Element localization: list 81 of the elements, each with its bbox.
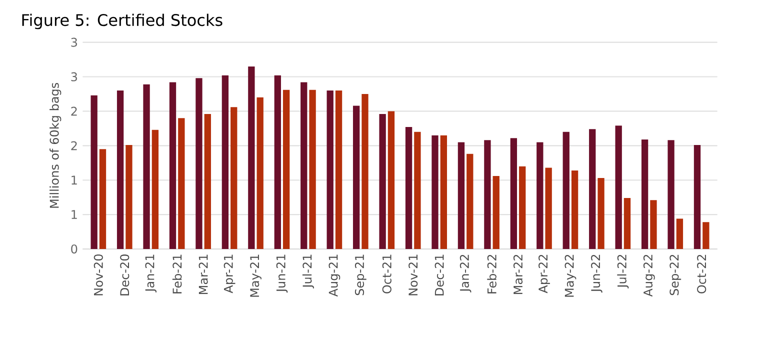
x-tick-label: Dec-20 bbox=[120, 254, 130, 296]
x-tick-label: Apr-22 bbox=[538, 254, 550, 294]
y-tick-label: 1 bbox=[72, 176, 77, 184]
bar bbox=[562, 132, 570, 249]
bar bbox=[615, 126, 622, 249]
bar bbox=[440, 135, 448, 249]
bar bbox=[352, 106, 360, 249]
x-tick-label: Sep-22 bbox=[670, 254, 682, 296]
x-tick-label: Aug-22 bbox=[643, 254, 655, 297]
chart-title: Figure 5: Certified Stocks bbox=[22, 14, 222, 30]
y-tick-label: 2 bbox=[71, 106, 77, 116]
y-tick-label: 0 bbox=[71, 244, 78, 254]
bar bbox=[300, 82, 308, 249]
bar bbox=[598, 178, 604, 249]
x-tick-label: Oct-21 bbox=[382, 254, 392, 294]
bar bbox=[90, 95, 98, 249]
bar bbox=[248, 66, 255, 249]
x-tick-label: Feb-21 bbox=[172, 254, 182, 294]
bar bbox=[274, 75, 281, 249]
bar bbox=[282, 90, 290, 249]
bar bbox=[178, 118, 185, 249]
bar bbox=[519, 166, 526, 249]
bar bbox=[256, 97, 264, 249]
bar bbox=[204, 114, 211, 249]
x-tick-label: Mar-21 bbox=[198, 254, 208, 294]
bar bbox=[152, 130, 159, 249]
bar bbox=[641, 139, 648, 249]
bar bbox=[169, 82, 176, 249]
x-tick-label: Aug-21 bbox=[328, 254, 340, 297]
bar bbox=[309, 90, 316, 249]
bar bbox=[536, 142, 544, 249]
bar bbox=[99, 149, 106, 249]
bar bbox=[414, 132, 421, 249]
bar bbox=[126, 144, 132, 249]
x-tick-label: Jun-21 bbox=[276, 254, 288, 293]
bar bbox=[650, 200, 657, 249]
bar bbox=[405, 127, 412, 249]
bar bbox=[335, 90, 342, 249]
bar bbox=[432, 135, 438, 249]
y-tick-label: 1 bbox=[72, 210, 77, 219]
bar bbox=[196, 78, 202, 249]
x-tick-label: Mar-22 bbox=[513, 254, 523, 294]
bar bbox=[222, 75, 229, 249]
bar bbox=[702, 222, 710, 249]
x-tick-label: May-21 bbox=[250, 254, 262, 297]
bar bbox=[458, 142, 465, 249]
bar bbox=[116, 90, 124, 249]
bar bbox=[326, 90, 334, 249]
y-tick-label: 3 bbox=[71, 38, 77, 47]
bar bbox=[466, 154, 474, 249]
x-tick-label: Apr-21 bbox=[224, 254, 236, 294]
x-tick-label: Oct-22 bbox=[697, 254, 706, 294]
bar bbox=[571, 170, 578, 249]
bar bbox=[589, 129, 596, 249]
bar bbox=[545, 168, 552, 249]
bar bbox=[668, 140, 674, 249]
bar bbox=[143, 84, 150, 249]
bar bbox=[484, 140, 491, 249]
y-tick-label: 2 bbox=[71, 141, 77, 150]
x-tick-label: Jan-21 bbox=[145, 254, 157, 292]
bar bbox=[694, 144, 701, 249]
bar bbox=[362, 94, 368, 249]
x-tick-label: Jan-22 bbox=[460, 254, 472, 292]
x-tick-label: Jul-21 bbox=[302, 254, 314, 288]
y-axis-title: Millions of 60kg bags bbox=[50, 82, 62, 208]
x-tick-label: Jun-22 bbox=[591, 254, 602, 293]
x-tick-label: May-22 bbox=[564, 254, 576, 297]
x-tick-label: Feb-22 bbox=[487, 254, 496, 294]
bar bbox=[510, 138, 518, 249]
bar bbox=[492, 176, 500, 249]
bar bbox=[230, 107, 238, 249]
bar bbox=[379, 114, 386, 249]
x-tick-label: Nov-21 bbox=[408, 254, 418, 296]
bar bbox=[624, 198, 631, 249]
bar bbox=[388, 111, 395, 249]
x-tick-label: Sep-21 bbox=[354, 254, 366, 296]
y-tick-label: 3 bbox=[71, 72, 77, 82]
x-tick-label: Jul-22 bbox=[617, 254, 629, 288]
x-tick-label: Nov-20 bbox=[94, 254, 103, 296]
bar bbox=[676, 218, 684, 249]
x-tick-label: Dec-21 bbox=[434, 254, 444, 296]
